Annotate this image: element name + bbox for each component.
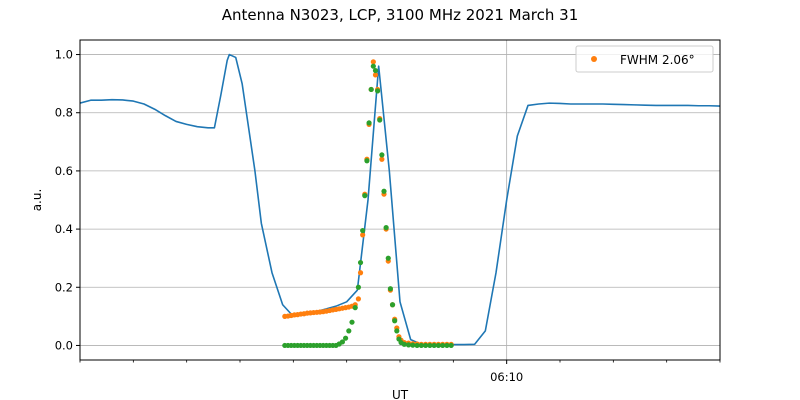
y-tick-label: 0.8 [55,106,73,120]
data-point [392,318,398,324]
data-point [423,342,429,349]
grid [80,40,720,360]
data-point [385,255,391,261]
data-point [370,63,376,69]
legend-label: FWHM 2.06° [620,53,695,67]
data-point [360,227,366,234]
data-point [357,259,364,266]
data-point [372,72,379,78]
data-point [410,342,416,348]
data-point [427,342,433,349]
data-point [431,342,437,349]
data-point [394,328,400,334]
y-tick-label: 0.0 [55,338,73,352]
data-point [357,270,364,276]
data-point [418,342,424,349]
series-2 [282,63,454,349]
y-tick-label: 1.0 [55,48,73,62]
series-layer [80,53,720,349]
plot-frame [79,39,721,361]
y-axis: 0.0 0.2 0.4 0.6 0.8 1.0 [55,48,80,352]
data-point [360,232,366,238]
data-point [381,188,387,194]
y-tick-label: 0.6 [55,164,73,178]
y-tick-label: 0.2 [55,280,73,294]
data-point [368,86,374,93]
legend: FWHM 2.06° [575,45,714,73]
chart-title: Antenna N3023, LCP, 3100 MHz 2021 March … [222,6,579,24]
data-point [387,286,393,292]
data-point [440,342,446,349]
data-point [444,342,450,349]
data-point [448,342,454,349]
data-point [349,319,355,325]
data-point [401,341,407,347]
data-point [355,284,361,290]
data-point [377,117,383,123]
data-point [414,342,420,349]
data-point [366,120,372,126]
data-point [346,328,352,334]
data-point [375,88,381,94]
data-point [372,67,379,74]
data-point [343,335,349,341]
legend-marker [591,56,597,62]
series-0 [80,53,720,346]
legend-box [575,45,714,73]
data-point [364,158,370,164]
data-point [370,59,376,65]
series-line [80,53,720,346]
x-axis: 06:10 [79,360,721,384]
data-point [405,342,412,348]
data-point [362,193,368,199]
data-point [379,152,385,158]
y-axis-label: a.u. [30,189,44,212]
data-point [389,302,396,308]
data-point [435,342,441,349]
x-axis-label: UT [392,388,409,400]
data-point [355,296,361,302]
x-tick-label: 06:10 [490,370,523,384]
data-point [383,225,389,231]
data-point [379,156,385,162]
y-tick-label: 0.4 [55,222,73,236]
data-point [352,305,358,311]
data-point [339,339,345,345]
